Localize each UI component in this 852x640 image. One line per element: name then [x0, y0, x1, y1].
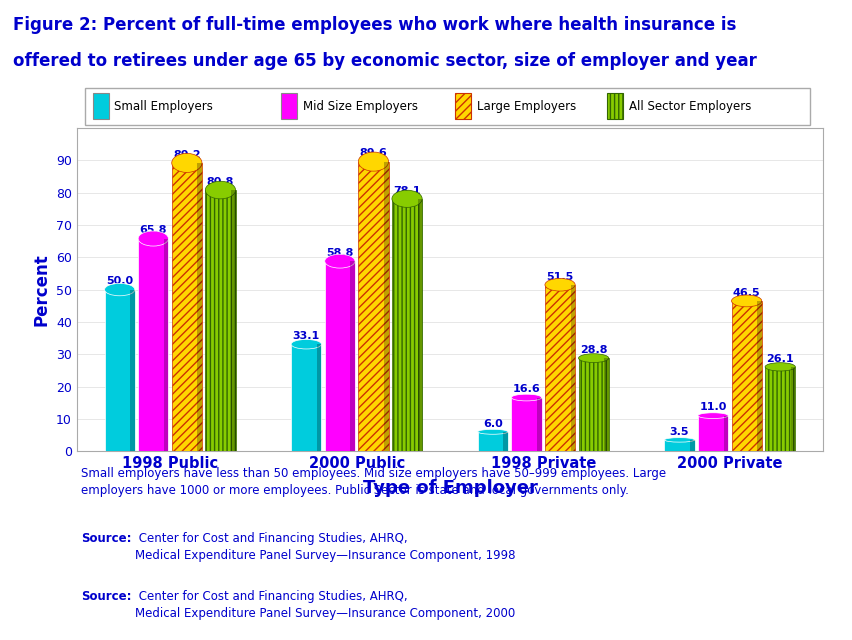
FancyBboxPatch shape — [731, 301, 761, 451]
Ellipse shape — [578, 354, 608, 362]
Text: 89.2: 89.2 — [173, 150, 200, 159]
Ellipse shape — [510, 394, 541, 401]
Bar — [93, 93, 108, 119]
Polygon shape — [383, 162, 389, 451]
X-axis label: Type of Employer: Type of Employer — [362, 479, 537, 497]
Ellipse shape — [544, 278, 574, 291]
Polygon shape — [537, 397, 541, 451]
Text: Small employers have less than 50 employees. Mid size employers have 50–999 empl: Small employers have less than 50 employ… — [81, 467, 665, 497]
Ellipse shape — [205, 181, 235, 199]
Polygon shape — [757, 301, 761, 451]
Polygon shape — [417, 199, 422, 451]
Bar — [607, 93, 623, 119]
Ellipse shape — [731, 295, 761, 307]
FancyBboxPatch shape — [138, 239, 168, 451]
Text: Center for Cost and Financing Studies, AHRQ,
Medical Expenditure Panel Survey—In: Center for Cost and Financing Studies, A… — [135, 532, 515, 563]
FancyBboxPatch shape — [697, 415, 728, 451]
Text: 80.8: 80.8 — [206, 177, 233, 187]
Polygon shape — [603, 358, 608, 451]
Text: 6.0: 6.0 — [482, 419, 502, 429]
FancyBboxPatch shape — [764, 367, 794, 451]
Ellipse shape — [664, 438, 694, 442]
FancyBboxPatch shape — [664, 440, 694, 451]
Ellipse shape — [325, 254, 354, 268]
Ellipse shape — [697, 413, 728, 419]
Polygon shape — [570, 285, 574, 451]
Text: Figure 2: Percent of full-time employees who work where health insurance is: Figure 2: Percent of full-time employees… — [13, 16, 735, 34]
Text: 51.5: 51.5 — [546, 271, 573, 282]
Polygon shape — [350, 261, 354, 451]
Ellipse shape — [138, 231, 168, 246]
Y-axis label: Percent: Percent — [32, 253, 50, 326]
Ellipse shape — [291, 339, 321, 349]
FancyBboxPatch shape — [510, 397, 541, 451]
Text: Mid Size Employers: Mid Size Employers — [302, 100, 417, 113]
Text: 3.5: 3.5 — [669, 427, 688, 436]
FancyBboxPatch shape — [544, 285, 574, 451]
Bar — [455, 93, 470, 119]
FancyBboxPatch shape — [391, 199, 422, 451]
FancyBboxPatch shape — [171, 163, 202, 451]
Polygon shape — [722, 415, 728, 451]
Text: 50.0: 50.0 — [106, 276, 133, 286]
FancyBboxPatch shape — [105, 289, 135, 451]
Ellipse shape — [477, 429, 508, 435]
Text: 16.6: 16.6 — [512, 384, 539, 394]
FancyBboxPatch shape — [85, 88, 809, 125]
Bar — [281, 93, 296, 119]
Ellipse shape — [171, 154, 202, 172]
Text: All Sector Employers: All Sector Employers — [628, 100, 751, 113]
Polygon shape — [164, 239, 168, 451]
FancyBboxPatch shape — [578, 358, 608, 451]
Text: 46.5: 46.5 — [732, 287, 760, 298]
Polygon shape — [197, 163, 202, 451]
Ellipse shape — [358, 152, 389, 171]
Ellipse shape — [105, 284, 135, 296]
Polygon shape — [130, 289, 135, 451]
Ellipse shape — [764, 363, 794, 371]
Text: 65.8: 65.8 — [140, 225, 167, 236]
Polygon shape — [790, 367, 794, 451]
Text: Large Employers: Large Employers — [476, 100, 575, 113]
Text: 26.1: 26.1 — [765, 354, 793, 364]
FancyBboxPatch shape — [477, 432, 508, 451]
FancyBboxPatch shape — [205, 190, 235, 451]
Text: 11.0: 11.0 — [699, 403, 726, 412]
Text: 33.1: 33.1 — [292, 331, 320, 341]
Polygon shape — [503, 432, 508, 451]
Text: 58.8: 58.8 — [325, 248, 353, 258]
Text: 78.1: 78.1 — [393, 186, 420, 196]
Ellipse shape — [391, 190, 422, 207]
Text: Source:: Source: — [81, 590, 131, 603]
Polygon shape — [316, 344, 321, 451]
Polygon shape — [689, 440, 694, 451]
Text: 89.6: 89.6 — [360, 148, 387, 158]
FancyBboxPatch shape — [358, 162, 389, 451]
FancyBboxPatch shape — [291, 344, 321, 451]
Text: offered to retirees under age 65 by economic sector, size of employer and year: offered to retirees under age 65 by econ… — [13, 52, 756, 70]
Text: 28.8: 28.8 — [579, 345, 607, 355]
Polygon shape — [231, 190, 235, 451]
Text: Small Employers: Small Employers — [114, 100, 213, 113]
FancyBboxPatch shape — [325, 261, 354, 451]
Text: Source:: Source: — [81, 532, 131, 545]
Text: Center for Cost and Financing Studies, AHRQ,
Medical Expenditure Panel Survey—In: Center for Cost and Financing Studies, A… — [135, 590, 515, 620]
